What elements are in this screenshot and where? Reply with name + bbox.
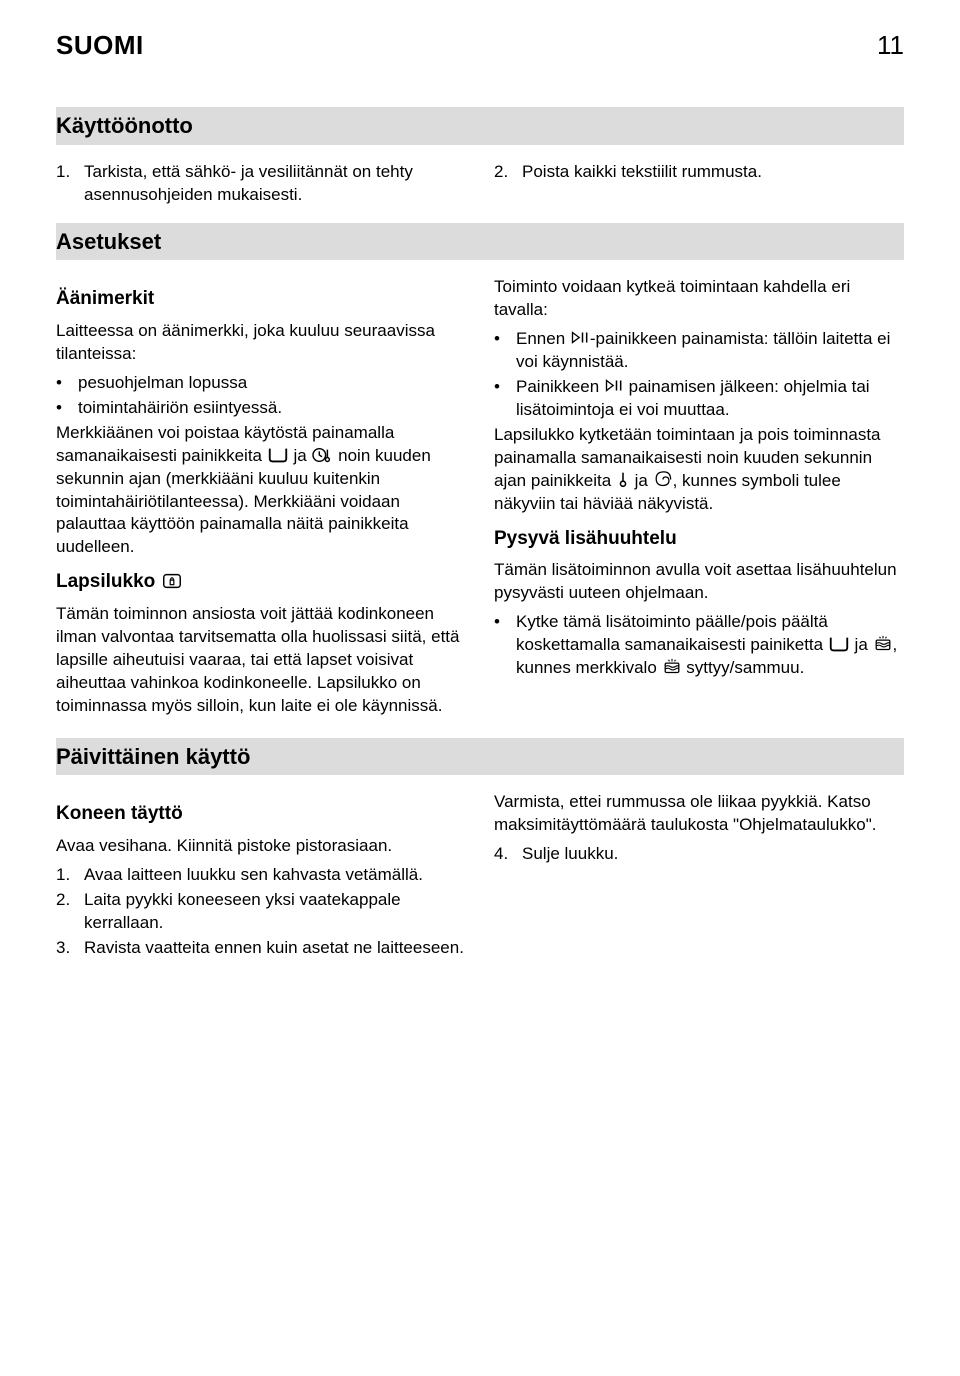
startup-left: 1. Tarkista, että sähkö- ja vesiliitännä… (56, 161, 466, 209)
subhead-sounds: Äänimerkit (56, 286, 466, 312)
step-text: Ravista vaatteita ennen kuin asetat ne l… (84, 937, 464, 960)
startup-step-2: 2. Poista kaikki tekstiilit rummusta. (494, 161, 904, 184)
bullet-text: Kytke tämä lisätoiminto päälle/pois pääl… (516, 611, 904, 680)
text: Kytke tämä lisätoiminto päälle/pois pääl… (516, 612, 828, 654)
step-text: Avaa laitteen luukku sen kahvasta vetämä… (84, 864, 423, 887)
loading-step-2: 2. Laita pyykki koneeseen yksi vaatekapp… (56, 889, 466, 935)
step-number: 2. (56, 889, 74, 935)
bullet-text: pesuohjelman lopussa (78, 372, 247, 395)
step-text: Tarkista, että sähkö- ja vesiliitännät o… (84, 161, 466, 207)
daily-right: Varmista, ettei rummussa ole liikaa pyyk… (494, 791, 904, 961)
bullet: • (56, 397, 68, 420)
subhead-loading: Koneen täyttö (56, 801, 466, 827)
text: syttyy/sammuu. (682, 658, 805, 677)
spiral-icon (653, 471, 673, 488)
play-pause-icon (604, 377, 624, 394)
bullet: • (494, 376, 506, 422)
clock-temp-icon (311, 446, 333, 464)
bullet-text: Painikkeen painamisen jälkeen: ohjelmia … (516, 376, 904, 422)
step-number: 1. (56, 161, 74, 207)
step-number: 2. (494, 161, 512, 184)
bullet-text: toimintahäiriön esiintyessä. (78, 397, 282, 420)
section-heading-startup: Käyttöönotto (56, 107, 904, 145)
play-pause-icon (570, 329, 590, 346)
step-text: Sulje luukku. (522, 843, 618, 866)
text: ja (850, 635, 873, 654)
bullet-item: • toimintahäiriön esiintyessä. (56, 397, 466, 420)
step-number: 4. (494, 843, 512, 866)
step-number: 1. (56, 864, 74, 887)
lock-box-icon (161, 572, 183, 590)
section-heading-daily-use: Päivittäinen käyttö (56, 738, 904, 776)
text: ja (293, 446, 311, 465)
tray-icon (267, 446, 289, 464)
loading-step-3: 3. Ravista vaatteita ennen kuin asetat n… (56, 937, 466, 960)
section-heading-settings: Asetukset (56, 223, 904, 261)
childlock-toggle-para: Lapsilukko kytketään toimintaan ja pois … (494, 424, 904, 516)
settings-left: Äänimerkit Laitteessa on äänimerkki, jok… (56, 276, 466, 723)
childlock-desc: Tämän toiminnon ansiosta voit jättää kod… (56, 603, 466, 718)
page-header: SUOMI 11 (56, 28, 904, 63)
loading-intro: Avaa vesihana. Kiinnitä pistoke pistoras… (56, 835, 466, 858)
subhead-extra-rinse: Pysyvä lisähuuhtelu (494, 526, 904, 552)
subhead-text: Lapsilukko (56, 571, 161, 592)
step-text: Laita pyykki koneeseen yksi vaatekappale… (84, 889, 466, 935)
bullet-text: Ennen -painikkeen painamista: tällöin la… (516, 328, 904, 374)
text: Ennen (516, 329, 570, 348)
bullet-item: • Painikkeen painamisen jälkeen: ohjelmi… (494, 376, 904, 422)
step-text: Poista kaikki tekstiilit rummusta. (522, 161, 762, 184)
bullet-item: • pesuohjelman lopussa (56, 372, 466, 395)
extra-rinse-desc: Tämän lisätoiminnon avulla voit asettaa … (494, 559, 904, 605)
loading-step-1: 1. Avaa laitteen luukku sen kahvasta vet… (56, 864, 466, 887)
bullet: • (494, 611, 506, 680)
childlock-modes-intro: Toiminto voidaan kytkeä toimintaan kahde… (494, 276, 904, 322)
temperature-icon (616, 471, 630, 488)
rinse-icon (662, 658, 682, 675)
startup-right: 2. Poista kaikki tekstiilit rummusta. (494, 161, 904, 209)
step-number: 3. (56, 937, 74, 960)
startup-columns: 1. Tarkista, että sähkö- ja vesiliitännä… (56, 161, 904, 209)
rinse-icon (873, 635, 893, 652)
bullet: • (494, 328, 506, 374)
settings-columns: Äänimerkit Laitteessa on äänimerkki, jok… (56, 276, 904, 723)
text: ja (630, 471, 653, 490)
sounds-intro: Laitteessa on äänimerkki, joka kuuluu se… (56, 320, 466, 366)
bullet-item: • Ennen -painikkeen painamista: tällöin … (494, 328, 904, 374)
loading-step-4: 4. Sulje luukku. (494, 843, 904, 866)
subhead-childlock: Lapsilukko (56, 569, 466, 595)
startup-step-1: 1. Tarkista, että sähkö- ja vesiliitännä… (56, 161, 466, 207)
page-number: 11 (877, 28, 904, 63)
sounds-disable-para: Merkkiäänen voi poistaa käytöstä painama… (56, 422, 466, 560)
max-load-note: Varmista, ettei rummussa ole liikaa pyyk… (494, 791, 904, 837)
bullet: • (56, 372, 68, 395)
doc-language: SUOMI (56, 28, 144, 63)
tray-icon (828, 635, 850, 653)
text: Painikkeen (516, 377, 604, 396)
bullet-item: • Kytke tämä lisätoiminto päälle/pois pä… (494, 611, 904, 680)
settings-right: Toiminto voidaan kytkeä toimintaan kahde… (494, 276, 904, 723)
daily-use-columns: Koneen täyttö Avaa vesihana. Kiinnitä pi… (56, 791, 904, 961)
daily-left: Koneen täyttö Avaa vesihana. Kiinnitä pi… (56, 791, 466, 961)
